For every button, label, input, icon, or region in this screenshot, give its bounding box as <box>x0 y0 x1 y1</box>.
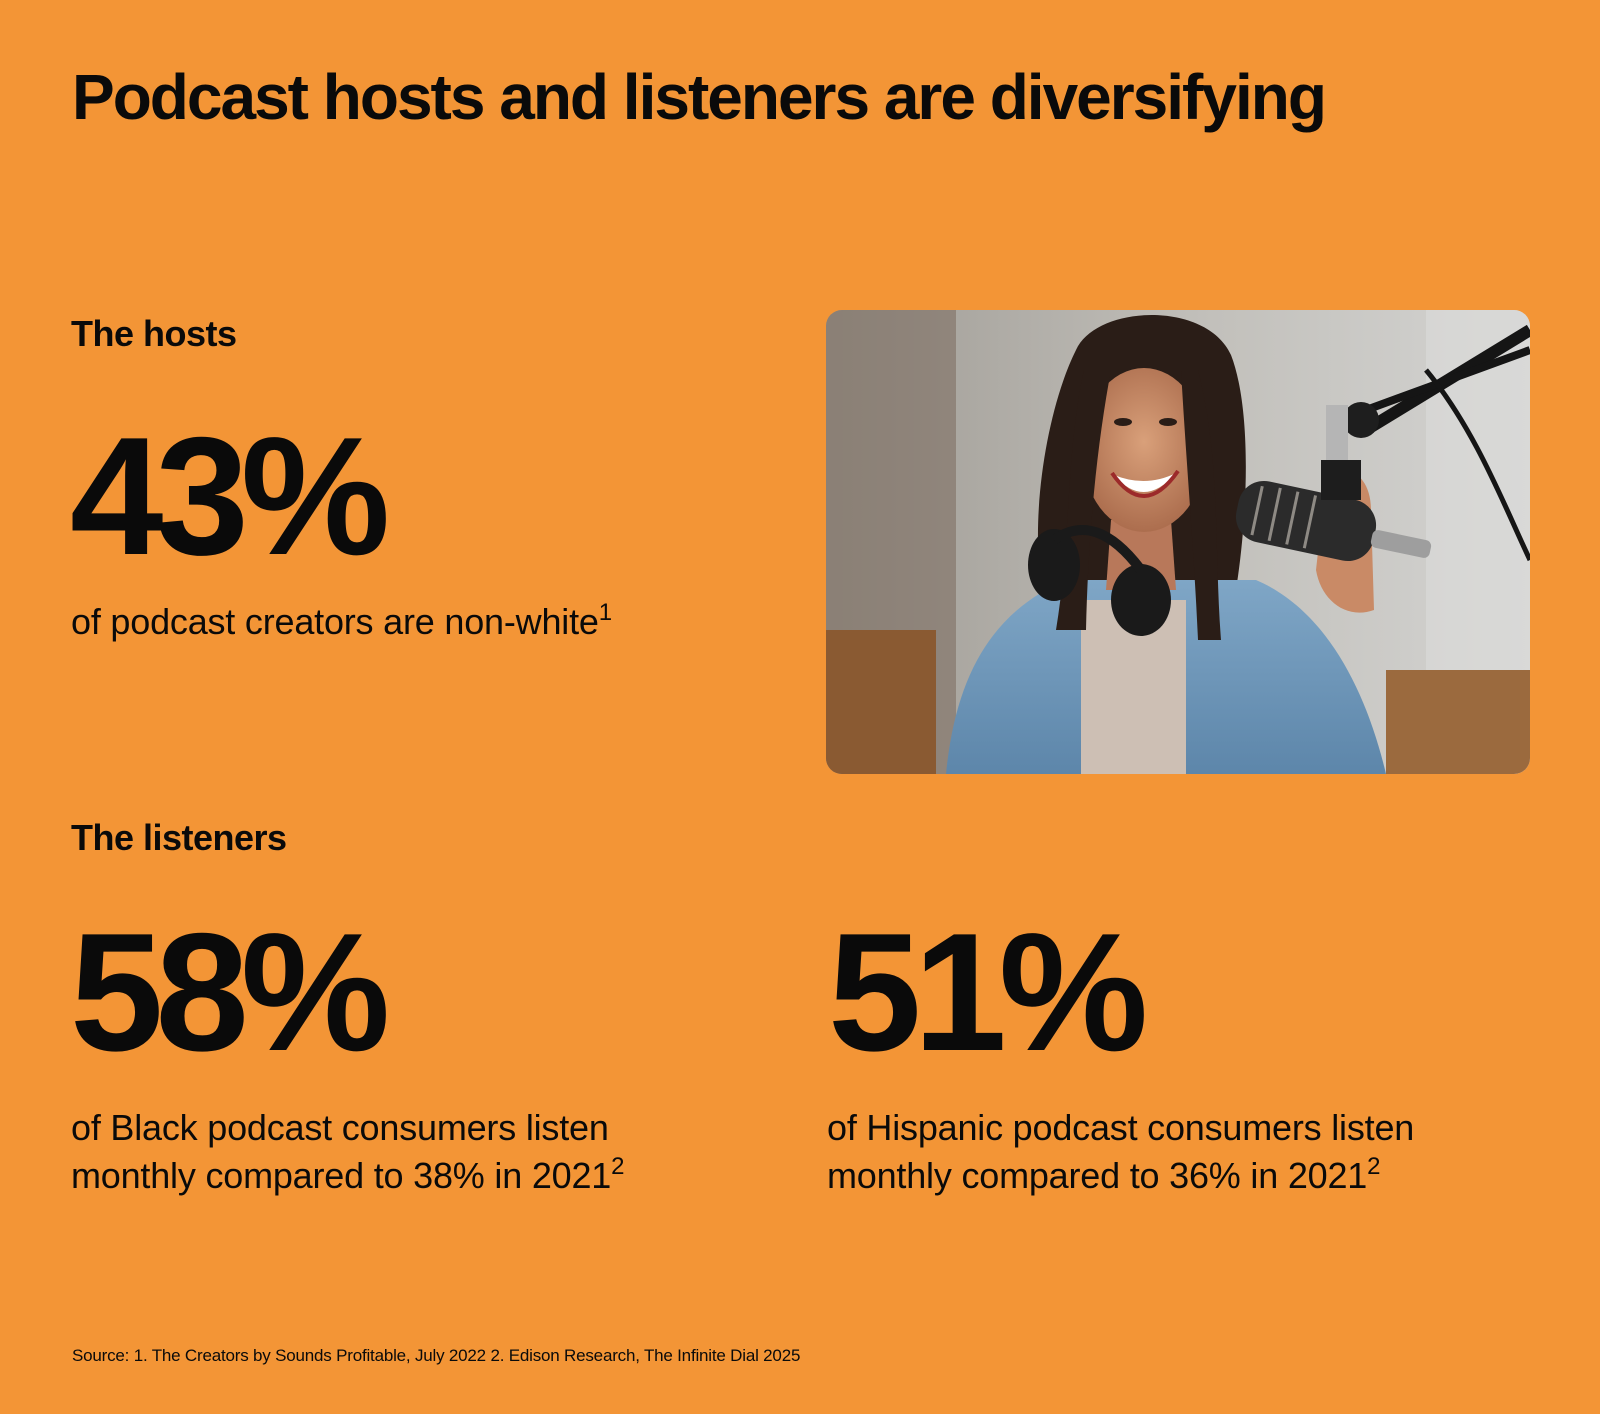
hosts-section-label: The hosts <box>71 313 237 354</box>
hispanic-listeners-line2: monthly compared to 36% in 2021 <box>827 1155 1368 1196</box>
hispanic-listeners-stat: 51% <box>828 898 1148 1086</box>
page-title: Podcast hosts and listeners are diversif… <box>72 61 1327 133</box>
black-listeners-line2: monthly compared to 38% in 2021 <box>71 1155 612 1196</box>
podcast-host-photo <box>826 310 1530 774</box>
hosts-description-text: of podcast creators are non-white <box>71 601 599 642</box>
source-footnote: Source: 1. The Creators by Sounds Profit… <box>72 1346 801 1365</box>
hispanic-listeners-footnote-marker: 2 <box>1367 1153 1381 1180</box>
hosts-stat: 43% <box>70 402 390 590</box>
black-listeners-description: of Black podcast consumers listen monthl… <box>71 1104 791 1200</box>
hosts-footnote-marker: 1 <box>598 599 612 626</box>
hispanic-listeners-description: of Hispanic podcast consumers listen mon… <box>827 1104 1567 1200</box>
black-listeners-stat: 58% <box>70 898 390 1086</box>
hosts-description: of podcast creators are non-white1 <box>71 598 612 646</box>
black-listeners-line1: of Black podcast consumers listen <box>71 1107 609 1148</box>
black-listeners-footnote-marker: 2 <box>611 1153 625 1180</box>
listeners-section-label: The listeners <box>71 817 287 858</box>
hispanic-listeners-line1: of Hispanic podcast consumers listen <box>827 1107 1415 1148</box>
